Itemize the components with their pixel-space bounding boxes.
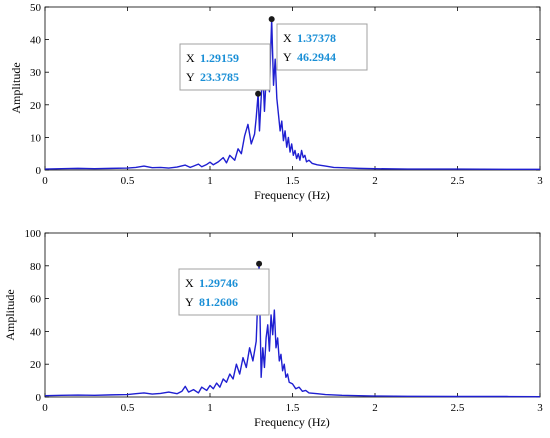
datatip[interactable]: X 1.37378 Y 46.2944 [268,16,368,71]
datatip-x-key: X [283,31,292,45]
x-tick-label: 1 [207,402,213,414]
datatip-marker[interactable] [256,260,263,267]
datatip-box [179,43,271,91]
x-tick-label: 0 [42,402,48,414]
top-y-axis-label: Amplitude [9,62,23,113]
x-tick-label: 3 [537,175,543,187]
datatip-y-value: 81.2606 [199,295,238,309]
x-tick-label: 2.5 [451,402,465,414]
x-tick-label: 1.5 [286,402,300,414]
x-tick-label: 2 [372,402,378,414]
plot-area-bottom [44,232,541,398]
datatip-x-value: 1.37378 [297,31,336,45]
y-tick-label: 10 [30,132,42,144]
y-tick-label: 0 [36,165,42,177]
x-tick-label: 0.5 [121,402,135,414]
x-tick-label: 2 [372,175,378,187]
datatip-x-key: X [186,51,195,65]
datatip-x-value: 1.29746 [199,276,238,290]
bottom-y-axis-label: Amplitude [3,289,17,340]
y-tick-label: 50 [30,2,42,14]
bottom-datatips[interactable]: X 1.29746 Y 81.2606 [178,260,270,316]
datatip-box [178,268,270,316]
datatip-x-key: X [185,276,194,290]
datatip-marker[interactable] [255,90,262,97]
datatip-y-key: Y [283,50,292,64]
y-tick-label: 20 [30,359,42,371]
bottom-spectrum-plot: 0 0.5 1 1.5 2 2.5 3 0 20 40 60 80 100 X 1.29746 Y 81.26… [3,228,543,429]
x-tick-label: 1.5 [286,175,300,187]
x-tick-label: 2.5 [451,175,465,187]
y-tick-label: 60 [30,294,42,306]
bottom-axis-ticks: 0 0.5 1 1.5 2 2.5 3 0 20 40 60 80 100 [25,228,544,414]
x-tick-label: 0 [42,175,48,187]
datatip-y-value: 46.2944 [297,50,336,64]
x-tick-label: 1 [207,175,213,187]
bottom-x-axis-label: Frequency (Hz) [254,415,330,429]
datatip[interactable]: X 1.29746 Y 81.2606 [178,260,270,316]
y-tick-label: 100 [25,228,42,240]
x-tick-label: 0.5 [121,175,135,187]
x-tick-label: 3 [537,402,543,414]
datatip[interactable]: X 1.29159 Y 23.3785 [179,43,271,97]
top-x-axis-label: Frequency (Hz) [254,188,330,202]
y-tick-label: 80 [30,261,42,273]
datatip-marker[interactable] [268,16,275,23]
datatip-x-value: 1.29159 [200,51,239,65]
top-spectrum-line [44,18,540,171]
datatip-y-key: Y [186,70,195,84]
y-tick-label: 40 [30,326,42,338]
y-tick-label: 0 [36,392,42,404]
datatip-y-key: Y [185,295,194,309]
y-tick-label: 20 [30,100,42,112]
y-tick-label: 40 [30,35,42,47]
y-tick-label: 30 [30,67,42,79]
datatip-box [276,23,368,71]
datatip-y-value: 23.3785 [200,70,239,84]
top-datatips[interactable]: X 1.29159 Y 23.3785 X 1.37378 Y 46.2944 [179,16,368,97]
